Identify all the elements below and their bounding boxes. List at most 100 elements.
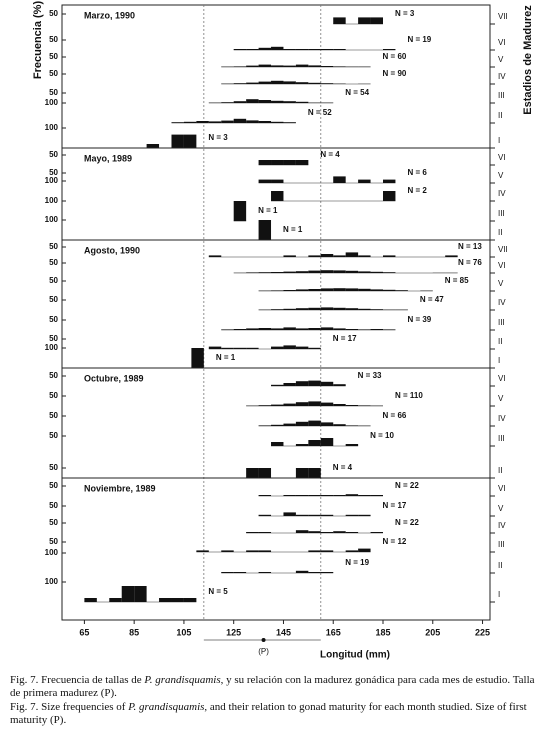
bar <box>271 424 284 426</box>
n-label: N = 19 <box>345 558 369 567</box>
stage-label: II <box>498 111 502 120</box>
bar <box>221 347 234 349</box>
bar <box>283 512 296 516</box>
chart: Frecuencia (%) Estadios de Madurez Longi… <box>32 1 534 661</box>
bar <box>370 17 383 24</box>
bar <box>320 572 334 573</box>
bar <box>308 255 321 257</box>
stage-label: VI <box>498 374 506 383</box>
n-label: N = 6 <box>407 168 427 177</box>
bar <box>308 440 321 446</box>
bar <box>271 272 284 273</box>
n-label: N = 22 <box>395 518 419 527</box>
bar <box>283 255 296 257</box>
bar <box>295 444 309 446</box>
bar <box>283 345 296 349</box>
stage-label: III <box>498 91 505 100</box>
stage-label: I <box>498 356 500 365</box>
bar <box>295 49 309 50</box>
bar <box>246 99 259 103</box>
n-label: N = 33 <box>358 371 382 380</box>
bar <box>183 598 197 602</box>
bar <box>308 289 321 291</box>
bar <box>208 255 222 257</box>
bar <box>246 49 259 50</box>
caption-species: P. grandisquamis <box>144 674 221 686</box>
stage-label: IV <box>498 521 506 530</box>
n-label: N = 1 <box>283 225 303 234</box>
y-tick-label: 50 <box>49 334 58 343</box>
bar <box>345 444 359 446</box>
bar <box>295 468 309 478</box>
bar <box>308 572 321 573</box>
y-tick-label: 50 <box>49 168 58 177</box>
caption-text: Fig. 7. Size frequencies of <box>10 701 129 713</box>
bar <box>370 532 383 533</box>
stage-label: IV <box>498 414 506 423</box>
x-tick-label: 85 <box>129 627 139 637</box>
stage-label: II <box>498 337 502 346</box>
n-label: N = 39 <box>407 315 431 324</box>
bar <box>308 468 321 478</box>
bar <box>333 66 346 67</box>
n-label: N = 110 <box>395 391 423 400</box>
bar <box>295 421 309 426</box>
bar <box>295 160 309 165</box>
x-tick-label: 225 <box>475 627 490 637</box>
bar <box>295 495 309 496</box>
bar <box>320 438 334 446</box>
n-label: N = 1 <box>216 353 236 362</box>
bar <box>233 572 247 573</box>
stage-label: VII <box>498 12 508 21</box>
caption-text: , and their relation to gonad maturity f… <box>10 701 527 726</box>
n-label: N = 52 <box>308 108 332 117</box>
bar <box>246 532 259 533</box>
bar <box>345 494 359 496</box>
bar <box>295 289 309 291</box>
n-label: N = 1 <box>258 206 278 215</box>
y-tick-label: 100 <box>45 98 59 107</box>
bar <box>333 384 346 386</box>
y-tick-label: 50 <box>49 258 58 267</box>
caption-es: Fig. 7. Frecuencia de tallas de P. grand… <box>10 674 535 700</box>
bar <box>171 598 184 602</box>
bar <box>84 598 97 602</box>
bar <box>258 160 272 165</box>
bar <box>345 550 359 552</box>
y-axis-title: Frecuencia (%) <box>32 1 44 80</box>
bar <box>320 49 334 50</box>
bar <box>221 102 234 103</box>
bar <box>358 271 371 273</box>
bar <box>271 328 284 330</box>
bar <box>308 82 321 84</box>
bar <box>320 327 334 330</box>
bar <box>345 405 359 406</box>
stage-label: VI <box>498 38 506 47</box>
stage-label: VII <box>498 245 508 254</box>
stage-label: V <box>498 504 504 513</box>
stage-label: V <box>498 394 504 403</box>
bar <box>308 49 321 50</box>
bar <box>283 383 296 386</box>
bar <box>283 122 296 123</box>
bar <box>320 532 334 533</box>
bar <box>308 328 321 330</box>
bar <box>333 404 346 406</box>
bar <box>258 272 272 273</box>
y-tick-label: 50 <box>49 9 58 18</box>
x-tick-label: 185 <box>375 627 390 637</box>
n-label: N = 3 <box>395 9 415 18</box>
stage-label: VI <box>498 153 506 162</box>
x-tick-label: 205 <box>425 627 440 637</box>
bar <box>333 307 346 310</box>
bar <box>308 531 321 533</box>
bar <box>370 329 383 330</box>
bar <box>134 586 147 602</box>
bar <box>283 160 296 165</box>
bar <box>283 81 296 84</box>
bar <box>283 308 296 310</box>
bar <box>370 495 383 496</box>
n-label: N = 66 <box>383 411 407 420</box>
y-tick-label: 100 <box>45 123 59 132</box>
bar <box>358 548 371 552</box>
